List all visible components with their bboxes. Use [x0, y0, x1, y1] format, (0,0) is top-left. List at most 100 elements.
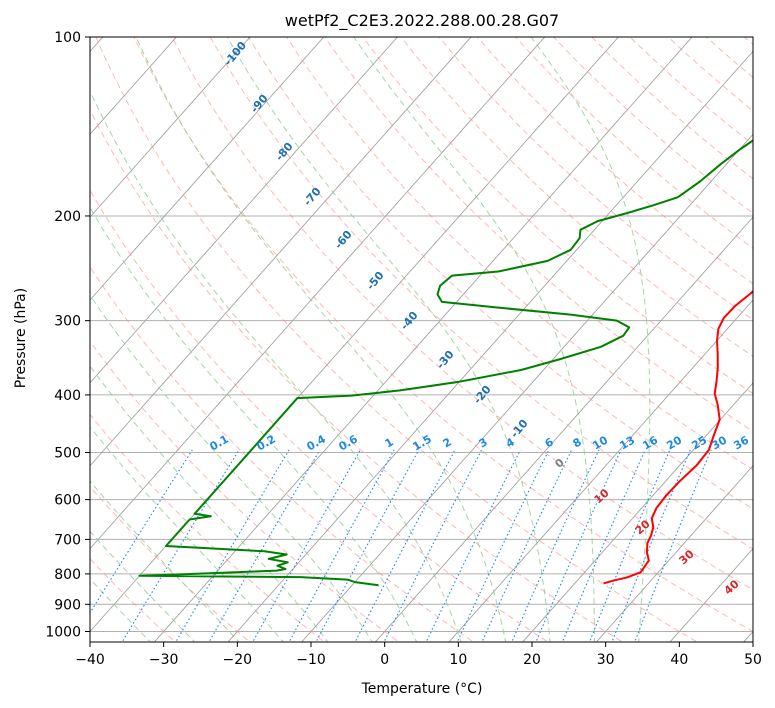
isotherm-label: 20	[633, 517, 653, 537]
x-tick-label: −20	[223, 652, 253, 668]
y-tick-label: 600	[54, 493, 81, 509]
isotherm-line	[227, 50, 753, 642]
x-tick-label: −10	[296, 652, 326, 668]
mixing-ratio-label: 1.5	[411, 432, 434, 453]
mixing-ratio-line	[456, 449, 550, 642]
dry-adiabat-line	[553, 37, 753, 214]
isotherm-line	[90, 37, 251, 218]
moist-adiabat-line	[530, 37, 651, 642]
isotherm-line	[522, 382, 753, 642]
mixing-ratio-line	[90, 449, 193, 614]
dry-adiabat-line	[90, 486, 251, 642]
x-tick-label: 50	[744, 652, 762, 668]
y-tick-label: 200	[54, 209, 81, 225]
mixing-ratio-label: 0.2	[255, 432, 278, 453]
mixing-ratio-label: 1	[383, 435, 396, 450]
y-tick-label: 1000	[45, 625, 81, 641]
mixing-ratio-line	[208, 449, 321, 642]
mixing-ratio-label: 8	[571, 435, 584, 450]
mixing-ratio-label: 36	[731, 433, 751, 452]
mixing-ratio-line	[354, 449, 456, 642]
mixing-ratio-line	[611, 449, 691, 642]
mixing-ratio-line	[511, 449, 600, 642]
mixing-ratio-label: 0.6	[337, 432, 361, 453]
isotherm-label: 30	[677, 547, 697, 567]
y-tick-label: 900	[54, 597, 81, 613]
moist-adiabat-line	[90, 530, 196, 642]
y-tick-label: 400	[54, 388, 81, 404]
moist-adiabat-line	[90, 206, 418, 642]
mixing-ratio-label: 16	[640, 433, 660, 452]
plot-area	[90, 37, 753, 642]
y-tick-label: 100	[54, 30, 81, 46]
dry-adiabat-line	[90, 189, 549, 642]
mixing-ratio-label: 10	[590, 433, 610, 452]
isotherm-line	[153, 37, 693, 642]
dry-adiabat-line	[90, 413, 326, 642]
moist-adiabat-line	[90, 480, 240, 642]
isotherm-label: 10	[592, 486, 612, 506]
plot-frame	[89, 36, 754, 643]
dry-adiabat-line	[209, 37, 753, 550]
mixing-ratio-line	[634, 449, 712, 642]
mixing-ratio-label: 2	[441, 435, 454, 450]
line-labels: -100-90-80-70-60-50-40-30-20-100.1 0.2 0.4…	[208, 39, 752, 598]
mixing-ratio-line	[383, 449, 483, 642]
x-axis: −40 −30 −20 −10 0 10 20 30 40 50	[75, 642, 762, 668]
moist-adiabat-line	[135, 37, 507, 642]
dry-adiabat-line	[90, 558, 177, 642]
y-tick-label: 700	[54, 532, 81, 548]
x-tick-label: 30	[597, 652, 615, 668]
dry-adiabat-label: -70	[301, 185, 324, 209]
x-tick-label: 20	[523, 652, 541, 668]
mixing-ratio-label: 30	[709, 433, 729, 452]
dry-adiabat-line	[438, 37, 753, 321]
isotherm-line	[90, 37, 325, 301]
temperature-profile-line	[603, 289, 753, 585]
moist-adiabat-line	[226, 37, 551, 642]
x-tick-label: −30	[149, 652, 179, 668]
moist-adiabat-line	[90, 426, 284, 642]
dry-adiabat-line	[400, 37, 753, 357]
dry-adiabat-line	[477, 37, 753, 285]
mixing-ratio-line	[252, 449, 361, 642]
moist-adiabat-line	[353, 37, 595, 642]
y-tick-label: 800	[54, 567, 81, 583]
mixing-ratio-line	[588, 449, 671, 642]
dry-adiabat-line	[90, 340, 400, 642]
mixing-ratio-line	[561, 449, 646, 642]
x-tick-label: 0	[380, 652, 389, 668]
dewpoint-profile-line	[138, 139, 753, 587]
dry-adiabat-line	[133, 37, 753, 633]
y-tick-label: 300	[54, 314, 81, 330]
dry-adiabat-label: -40	[398, 309, 421, 333]
x-tick-label: 10	[449, 652, 467, 668]
chart-title: wetPf2_C2E3.2022.288.00.28.G07	[285, 11, 559, 31]
dry-adiabat-label: -80	[273, 140, 296, 164]
moist-adiabat-line	[90, 365, 329, 642]
dry-adiabat-line	[90, 108, 624, 642]
dry-adiabat-line	[324, 37, 753, 432]
dry-adiabat-line	[171, 37, 753, 591]
mixing-ratio-label: 6	[543, 435, 556, 450]
dry-adiabat-line	[515, 37, 753, 249]
isotherm-label: 0	[552, 456, 567, 471]
moist-adiabat-line	[90, 89, 462, 642]
isotherm-line	[90, 37, 619, 633]
x-tick-label: −40	[75, 652, 105, 668]
dry-adiabat-label: -50	[364, 269, 387, 293]
dry-adiabat-label: -10	[508, 417, 531, 441]
x-tick-label: 40	[670, 652, 688, 668]
isotherm-line	[90, 37, 546, 550]
isotherm-line	[90, 37, 472, 467]
mixing-ratio-line	[121, 449, 240, 642]
dry-adiabat-line	[247, 37, 753, 510]
dry-adiabat-label: -30	[434, 348, 457, 372]
moist-adiabat-line	[90, 294, 373, 642]
dry-adiabat-line	[286, 37, 753, 471]
mixing-ratio-label: 20	[664, 433, 684, 452]
y-axis-title: Pressure (hPa)	[13, 288, 29, 388]
isotherm-line	[743, 630, 753, 642]
y-tick-label: 500	[54, 446, 81, 462]
